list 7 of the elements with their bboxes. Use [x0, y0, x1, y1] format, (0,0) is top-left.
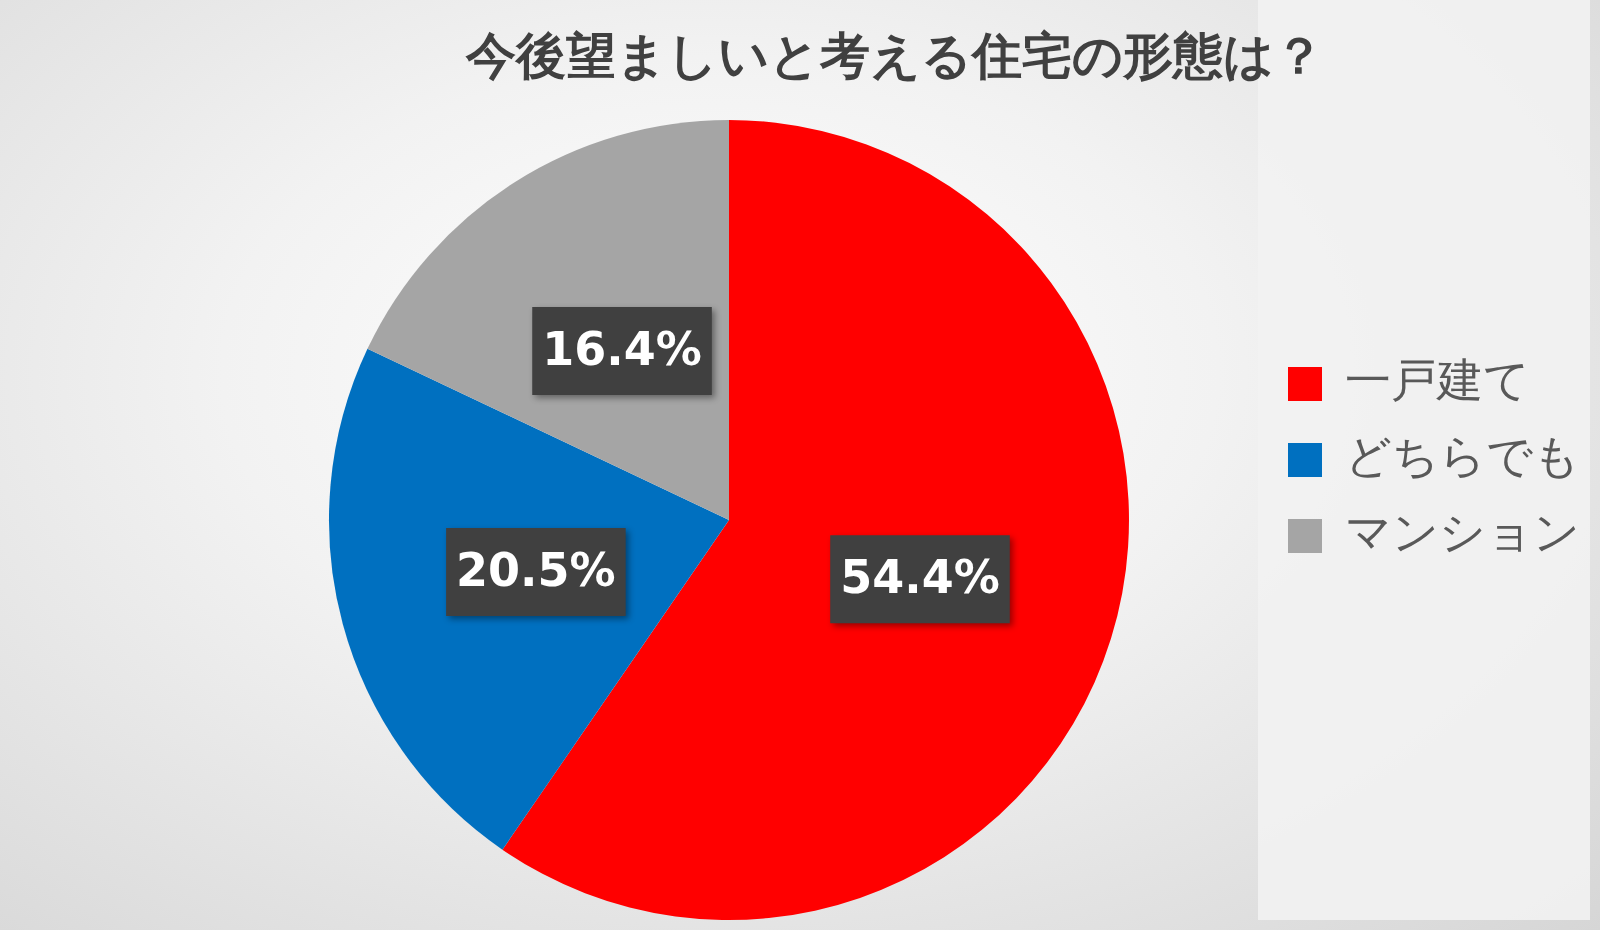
legend-label: 一戸建て — [1345, 352, 1530, 407]
legend-label: マンション — [1345, 504, 1580, 559]
data-label: 54.4% — [840, 550, 1000, 605]
chart-title: 今後望ましいと考える住宅の形態は？ — [465, 26, 1324, 85]
data-label: 20.5% — [456, 542, 616, 597]
data-label: 16.4% — [542, 321, 702, 376]
legend-label: どちらでも — [1345, 428, 1580, 483]
